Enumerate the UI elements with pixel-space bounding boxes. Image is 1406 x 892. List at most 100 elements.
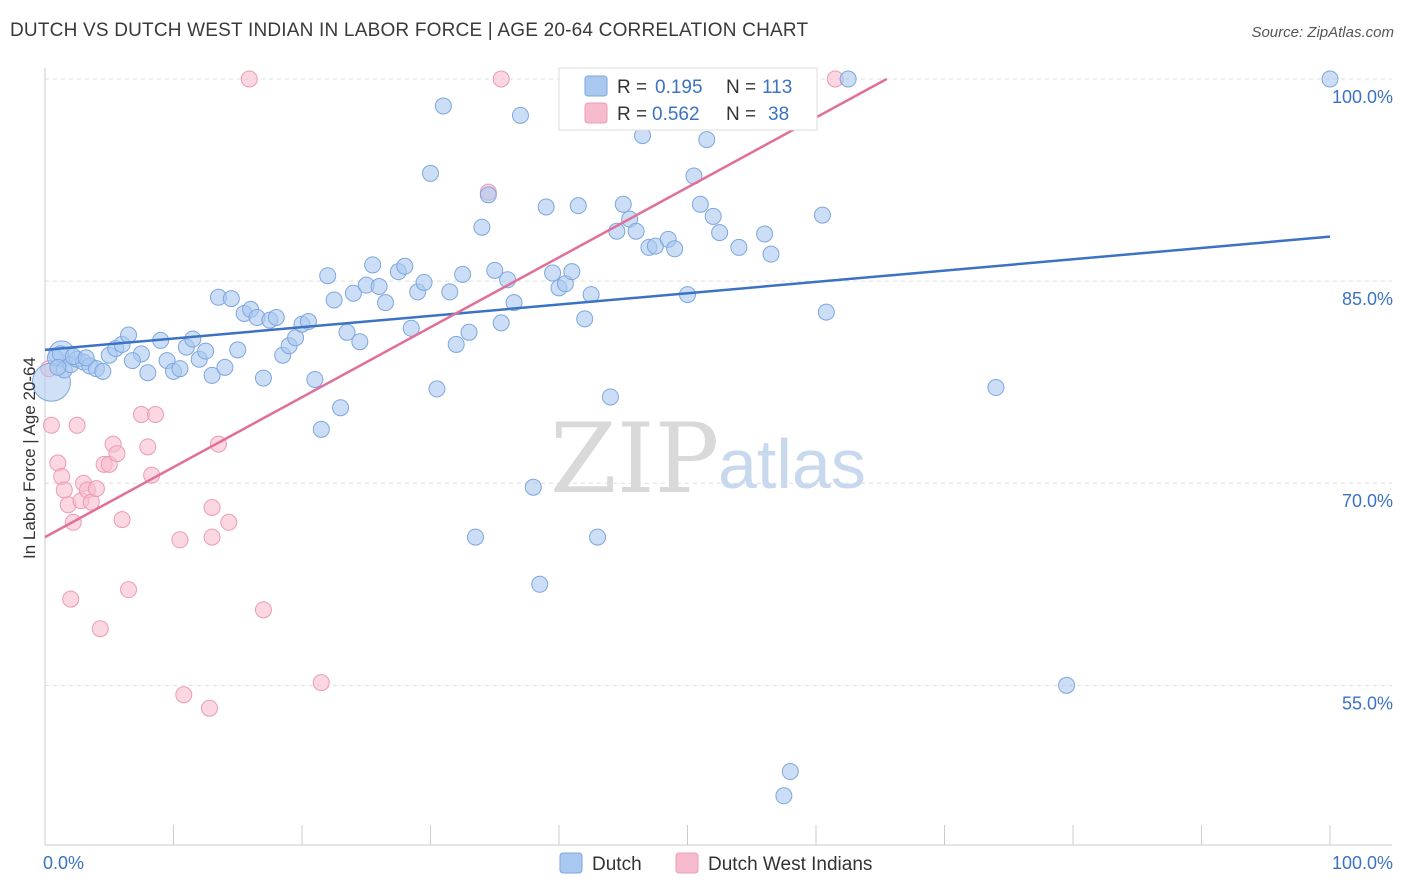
dutch-west-indians-point (220, 513, 238, 531)
dutch-point (402, 319, 420, 337)
legend-n-value-1: 113 (762, 77, 792, 98)
watermark: ZIP atlas (550, 403, 866, 515)
dutch-point (762, 245, 780, 263)
dutch-point (839, 70, 857, 88)
dutch-point (351, 333, 369, 351)
dutch-point (479, 186, 497, 204)
dutch-point (319, 267, 337, 285)
legend-r-label-2: R = (617, 104, 647, 125)
legend-r-label-1: R = (617, 77, 647, 98)
dutch-point (704, 207, 722, 225)
dutch-west-indians-point (132, 405, 150, 423)
dutch-point (123, 352, 141, 370)
dutch-point (601, 388, 619, 406)
dutch-point (987, 379, 1005, 397)
dutch-west-indians-point (62, 590, 80, 608)
legend-swatch-dutch (584, 75, 608, 97)
dutch-point (312, 420, 330, 438)
dutch-point (466, 528, 484, 546)
dutch-point (197, 342, 215, 360)
dutch-west-indians-point (55, 481, 73, 499)
tick-labels: 55.0% 70.0% 85.0% 100.0% 0.0% 100.0% (43, 87, 1393, 873)
dutch-point (229, 341, 247, 359)
dutch-point (698, 131, 716, 149)
dutch-point (216, 358, 234, 376)
dutch-point (325, 291, 343, 309)
dutch-point (49, 358, 67, 376)
dutch-point (139, 364, 157, 382)
dutch-west-indians-point (492, 70, 510, 88)
bottom-legend-label-dutch-west-indians: Dutch West Indians (708, 854, 872, 875)
y-tick-label-1: 70.0% (1342, 491, 1393, 511)
dutch-west-indians-point (147, 405, 165, 423)
legend-r-value-2: 0.562 (652, 104, 700, 125)
dutch-point (627, 222, 645, 240)
bottom-legend-label-dutch: Dutch (592, 854, 642, 875)
dutch-point (511, 106, 529, 124)
dutch-point (544, 264, 562, 282)
dutch-point (1321, 70, 1339, 88)
dutch-point (537, 198, 555, 216)
dutch-point (614, 195, 632, 213)
dutch-point (505, 294, 523, 312)
dutch-point (332, 399, 350, 417)
dutch-point (524, 478, 542, 496)
legend-r-value-1: 0.195 (655, 77, 703, 98)
dutch-point (589, 528, 607, 546)
dutch-point (813, 206, 831, 224)
dutch-point (120, 326, 138, 344)
dutch-west-indians-point (113, 511, 131, 529)
dutch-point (775, 787, 793, 805)
dutch-west-indians-point (203, 498, 221, 516)
dutch-point (77, 349, 95, 367)
dutch-point (422, 164, 439, 182)
watermark-zip: ZIP (550, 403, 719, 515)
dutch-west-indians-point (108, 445, 126, 463)
dutch-point (492, 314, 510, 332)
dutch-point (569, 197, 587, 215)
dutch-point (94, 362, 112, 380)
dutch-point (306, 370, 324, 388)
dutch-point (222, 290, 240, 308)
dutch-point (203, 366, 221, 384)
dutch-point (415, 273, 433, 291)
dutch-point (434, 97, 452, 115)
dutch-point (486, 261, 504, 279)
dutch-point (1058, 676, 1076, 694)
dutch-west-indians-point (87, 480, 105, 498)
dutch-point (691, 195, 709, 213)
dutch-point (817, 303, 835, 321)
dutch-west-indians-point (91, 620, 109, 638)
dutch-point (454, 265, 472, 283)
chart-source: Source: ZipAtlas.com (1251, 24, 1394, 41)
dutch-west-indians-point (203, 528, 221, 546)
axes (44, 68, 1392, 846)
dutch-west-indians-point (240, 70, 258, 88)
dutch-west-indians-point (139, 438, 157, 456)
dutch-west-indians-point (200, 699, 218, 717)
dutch-point (267, 308, 285, 326)
correlation-legend: R = 0.195 N = 113 R = 0.562 N = 38 (558, 67, 818, 131)
dutch-point (364, 256, 382, 274)
bottom-legend-swatch-dutch-west-indians (675, 852, 699, 874)
dutch-point (756, 225, 774, 243)
dutch-point (428, 380, 446, 398)
dutch-point (447, 335, 465, 353)
dutch-west-indians-point (175, 686, 193, 704)
trend-lines (44, 77, 1331, 539)
dutch-west-indians-point (120, 581, 138, 599)
dutch-west-indians-trend-line (44, 77, 888, 539)
dutch-point (184, 330, 202, 348)
bottom-legend-swatch-dutch (559, 852, 583, 874)
dutch-point (576, 310, 594, 328)
y-tick-label-2: 85.0% (1342, 289, 1393, 309)
dutch-point (781, 763, 799, 781)
dutch-west-indians-point (312, 674, 330, 692)
dutch-point (473, 218, 491, 236)
legend-n-label-2: N = (726, 104, 756, 125)
dutch-point (254, 369, 272, 387)
dutch-point (531, 575, 549, 593)
dutch-point (344, 284, 362, 302)
watermark-atlas: atlas (718, 425, 866, 503)
